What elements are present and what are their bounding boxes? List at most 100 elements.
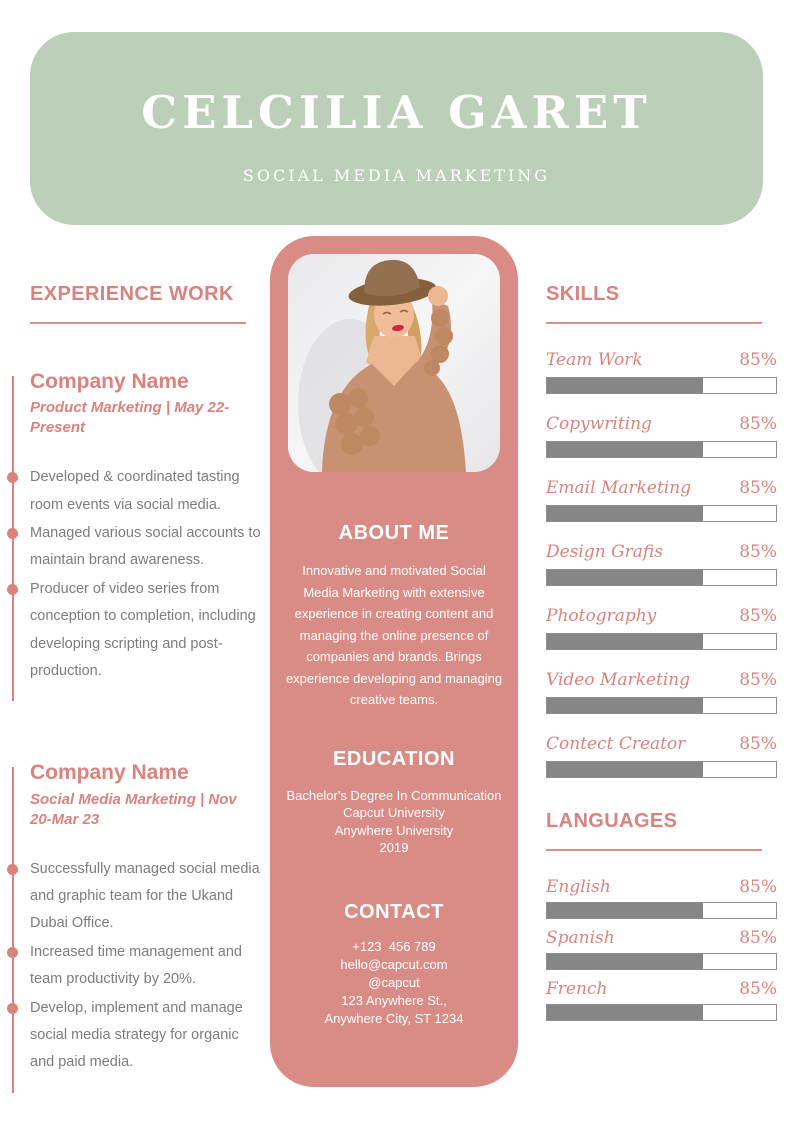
language-value: 85%	[739, 928, 777, 948]
skill-bar	[546, 441, 777, 458]
profile-panel: ABOUT ME Innovative and motivated Social…	[270, 236, 518, 1087]
profile-photo	[288, 254, 500, 472]
bullet-item: Producer of video series from conception…	[7, 576, 262, 686]
bullet-item: Developed & coordinated tasting room eve…	[7, 464, 262, 519]
bullet-item: Managed various social accounts to maint…	[7, 520, 262, 575]
skill-value: 85%	[739, 734, 777, 754]
skills-list: Team Work 85% Copywriting 85% Email Market…	[546, 350, 777, 778]
skill-label: Photography	[546, 606, 657, 626]
skill-value: 85%	[739, 414, 777, 434]
skill-bar	[546, 569, 777, 586]
job-meta: Social Media Marketing | Nov 20-Mar 23	[30, 790, 237, 828]
company-name: Company Name	[30, 761, 189, 785]
skill-bar-fill	[547, 698, 703, 713]
language-bar-fill	[547, 954, 703, 969]
company-name: Company Name	[30, 370, 189, 393]
skill-bar-fill	[547, 442, 703, 457]
skill-label: Video Marketing	[546, 670, 691, 690]
bullet-dot-icon	[7, 583, 18, 595]
skill-bar	[546, 633, 777, 650]
experience-divider	[30, 322, 246, 324]
languages-title: LANGUAGES	[546, 810, 678, 832]
skill-label: Contect Creator	[546, 734, 686, 754]
skills-title: SKILLS	[546, 283, 620, 305]
education-title: EDUCATION	[333, 747, 455, 770]
skill-item: Contect Creator 85%	[546, 734, 777, 778]
skill-value: 85%	[739, 606, 777, 626]
bullet-text: Increased time management and team produ…	[30, 943, 242, 988]
education-lines: Bachelor's Degree In Communication Capcu…	[286, 787, 502, 856]
language-item: Spanish 85%	[546, 928, 777, 970]
language-bar-fill	[547, 903, 703, 918]
skill-bar	[546, 377, 777, 394]
language-value: 85%	[739, 979, 777, 999]
language-item: English 85%	[546, 877, 777, 919]
experience-title: EXPERIENCE WORK	[30, 283, 234, 305]
skill-item: Photography 85%	[546, 606, 777, 650]
language-item: French 85%	[546, 979, 777, 1021]
skill-bar-fill	[547, 634, 703, 649]
bullet-item: Successfully managed social media and gr…	[7, 856, 262, 938]
skill-bar	[546, 505, 777, 522]
bullet-text: Producer of video series from conception…	[30, 580, 256, 679]
skill-label: Copywriting	[546, 414, 652, 434]
language-bar	[546, 1004, 777, 1021]
bullet-text: Successfully managed social media and gr…	[30, 860, 260, 932]
bullet-item: Increased time management and team produ…	[7, 939, 262, 994]
language-value: 85%	[739, 877, 777, 897]
bullet-dot-icon	[7, 472, 18, 484]
skill-value: 85%	[739, 542, 777, 562]
job-entry: Company Name Social Media Marketing | No…	[7, 761, 262, 1093]
skills-section: SKILLS Team Work 85% Copywriting 85% Email…	[546, 283, 777, 1030]
bullet-text: Managed various social accounts to maint…	[30, 524, 261, 569]
skill-bar-fill	[547, 506, 703, 521]
language-bar-fill	[547, 1005, 703, 1020]
skill-label: Email Marketing	[546, 478, 692, 498]
skill-value: 85%	[739, 670, 777, 690]
skill-item: Team Work 85%	[546, 350, 777, 394]
bullet-dot-icon	[7, 863, 18, 875]
job-meta: Product Marketing | May 22-Present	[30, 399, 230, 437]
skill-bar-fill	[547, 378, 703, 393]
skill-label: Design Grafis	[546, 542, 663, 562]
bullet-dot-icon	[7, 527, 18, 539]
language-label: French	[546, 979, 608, 999]
skill-item: Design Grafis 85%	[546, 542, 777, 586]
bullet-dot-icon	[7, 946, 18, 958]
bullet-text: Developed & coordinated tasting room eve…	[30, 469, 240, 513]
person-name: CELCILIA GARET	[141, 86, 652, 139]
language-bar	[546, 953, 777, 970]
timeline-line	[12, 767, 14, 1093]
job-entry: Company Name Product Marketing | May 22-…	[7, 370, 262, 702]
language-label: Spanish	[546, 928, 615, 948]
skills-divider	[546, 322, 762, 324]
about-text: Innovative and motivated Social Media Ma…	[285, 563, 503, 707]
skill-item: Copywriting 85%	[546, 414, 777, 458]
language-bar	[546, 902, 777, 919]
skill-value: 85%	[739, 478, 777, 498]
bullet-item: Develop, implement and manage social med…	[7, 995, 262, 1077]
header-banner: CELCILIA GARET SOCIAL MEDIA MARKETING	[30, 32, 763, 225]
person-role: SOCIAL MEDIA MARKETING	[242, 165, 551, 185]
skill-bar	[546, 761, 777, 778]
skill-bar	[546, 697, 777, 714]
skill-item: Email Marketing 85%	[546, 478, 777, 522]
bullet-text: Develop, implement and manage social med…	[30, 999, 243, 1071]
skill-value: 85%	[739, 350, 777, 370]
contact-title: CONTACT	[344, 900, 444, 923]
skill-bar-fill	[547, 570, 703, 585]
languages-list: English 85% Spanish 85% French 85%	[546, 877, 777, 1021]
experience-section: EXPERIENCE WORK Company Name Product Mar…	[7, 283, 262, 1093]
skill-label: Team Work	[546, 350, 643, 370]
job-bullets: Developed & coordinated tasting room eve…	[7, 464, 262, 686]
job-bullets: Successfully managed social media and gr…	[7, 856, 262, 1077]
about-title: ABOUT ME	[338, 522, 450, 544]
language-label: English	[546, 877, 611, 897]
contact-lines: +123 456 789 hello@capcut.com @capcut 12…	[324, 938, 464, 1026]
skill-item: Video Marketing 85%	[546, 670, 777, 714]
skill-bar-fill	[547, 762, 703, 777]
portrait-illustration	[288, 254, 500, 472]
languages-divider	[546, 849, 762, 851]
bullet-dot-icon	[7, 1002, 18, 1014]
